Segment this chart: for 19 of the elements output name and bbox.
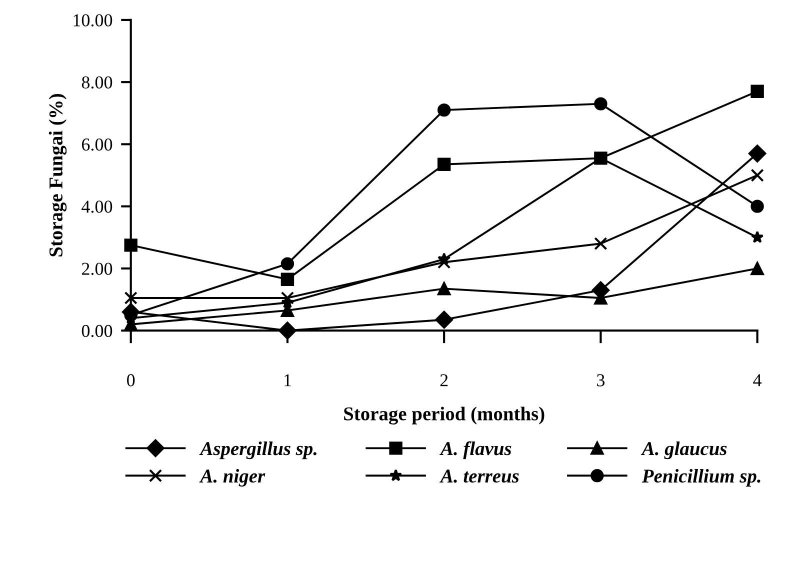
y-axis-title: Storage Fungai (%) bbox=[48, 94, 67, 256]
y-tick-label: 0.00 bbox=[82, 324, 112, 338]
x-axis-title: Storage period (months) bbox=[344, 406, 544, 424]
x-tick-label: 0 bbox=[127, 374, 135, 386]
y-tick-label: 4.00 bbox=[82, 200, 112, 213]
y-tick-label: 2.00 bbox=[82, 262, 112, 275]
y-tick-label: 10.00 bbox=[74, 14, 112, 26]
x-tick-label: 1 bbox=[284, 374, 291, 386]
legend-label: A. terreus bbox=[440, 470, 519, 483]
y-tick-label: 6.00 bbox=[82, 138, 112, 151]
legend-label: A. flavus bbox=[440, 441, 512, 460]
legend-label: A. glaucus bbox=[640, 441, 727, 460]
legend-label: Aspergillus sp. bbox=[199, 441, 316, 460]
y-tick-label: 8.00 bbox=[82, 76, 112, 89]
legend-label: A. niger bbox=[199, 468, 266, 487]
legend-label: Penicillium sp. bbox=[642, 468, 760, 487]
x-tick-label: 3 bbox=[597, 374, 605, 386]
x-tick-label: 4 bbox=[753, 374, 762, 386]
x-tick-label: 2 bbox=[440, 374, 448, 386]
